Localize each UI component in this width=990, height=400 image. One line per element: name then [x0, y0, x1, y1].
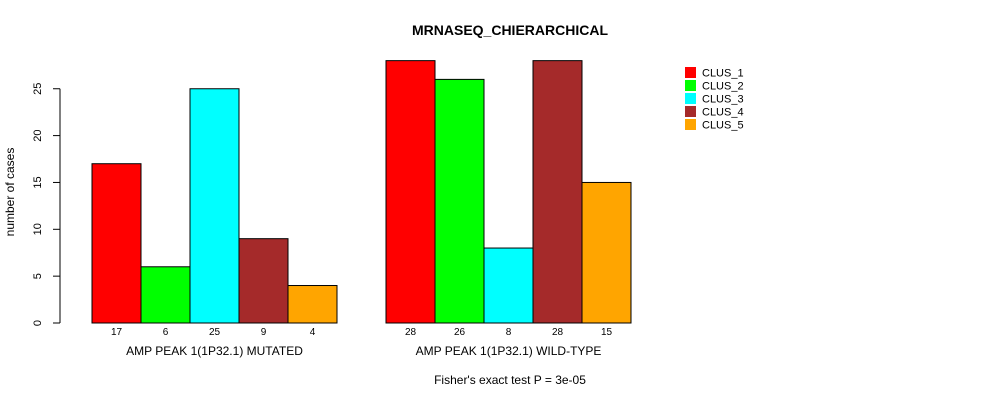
- legend-swatch: [685, 119, 696, 130]
- y-axis: 0 5 10 15 20 25: [32, 83, 61, 326]
- y-tick-label: 10: [32, 223, 44, 235]
- legend-swatch: [685, 80, 696, 91]
- legend-swatch: [685, 106, 696, 117]
- bar-group: 28 26 8 28 15 AMP PEAK 1(1P32.1) WILD-TYPE: [385, 60, 632, 358]
- bar-value-label: 6: [163, 327, 169, 338]
- chart-title: MRNASEQ_CHIERARCHICAL: [412, 22, 608, 38]
- bar-value-label: 8: [506, 327, 512, 338]
- bar: [287, 285, 338, 324]
- y-tick-label: 0: [32, 320, 44, 326]
- bar: [581, 181, 632, 324]
- bar: [434, 78, 485, 324]
- bar-value-label: 28: [552, 327, 564, 338]
- bar-value-label: 28: [405, 327, 417, 338]
- bar-value-label: 15: [601, 327, 613, 338]
- bar-group: 17 6 25 9 4 AMP PEAK 1(1P32.1) MUTATED: [91, 88, 338, 358]
- legend-swatch: [685, 93, 696, 104]
- bar-value-label: 9: [261, 327, 267, 338]
- bar: [91, 163, 142, 324]
- y-axis-label: number of cases: [3, 148, 17, 237]
- footnote: Fisher's exact test P = 3e-05: [434, 373, 586, 387]
- group-label: AMP PEAK 1(1P32.1) WILD-TYPE: [416, 344, 602, 358]
- legend-swatch: [685, 67, 696, 78]
- legend-label: CLUS_3: [702, 94, 744, 106]
- bar: [189, 88, 240, 324]
- bar: [238, 238, 289, 324]
- bar-value-label: 17: [111, 327, 123, 338]
- y-tick-label: 20: [32, 129, 44, 141]
- bar-value-label: 25: [209, 327, 221, 338]
- bar: [483, 247, 534, 324]
- bar: [385, 60, 436, 324]
- legend-label: CLUS_5: [702, 120, 744, 132]
- bar-value-label: 26: [454, 327, 466, 338]
- legend-label: CLUS_2: [702, 81, 744, 93]
- legend-label: CLUS_1: [702, 68, 744, 80]
- bar: [140, 266, 191, 324]
- y-tick-label: 5: [32, 273, 44, 279]
- bar: [532, 60, 583, 324]
- y-tick-label: 15: [32, 176, 44, 188]
- bar-value-label: 4: [310, 327, 316, 338]
- y-tick-label: 25: [32, 83, 44, 95]
- group-label: AMP PEAK 1(1P32.1) MUTATED: [126, 344, 303, 358]
- legend-label: CLUS_4: [702, 107, 744, 119]
